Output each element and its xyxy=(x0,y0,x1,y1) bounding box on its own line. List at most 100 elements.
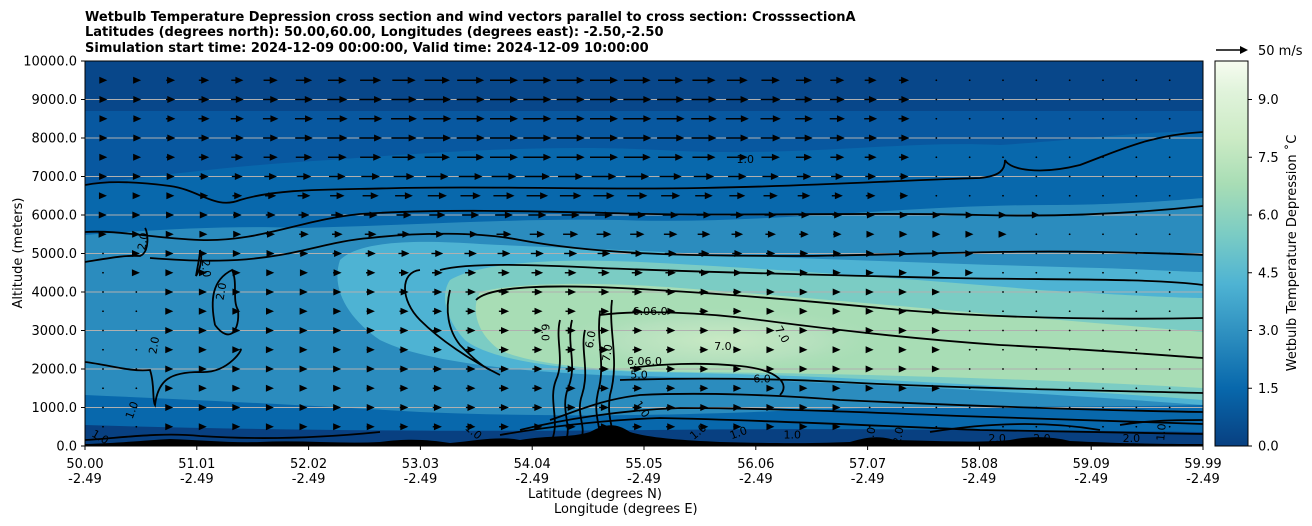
x-tick-label-lat: 54.04 xyxy=(514,457,551,472)
wind-vector xyxy=(266,230,275,238)
wind-vector xyxy=(465,269,477,277)
wind-vector xyxy=(902,425,904,428)
wind-vector xyxy=(366,384,375,392)
x-axis-label-longitude: Longitude (degrees E) xyxy=(554,502,698,517)
x-tick-label-lat: 50.00 xyxy=(66,457,103,472)
wind-vector xyxy=(631,269,643,277)
wind-vector xyxy=(429,211,446,219)
wind-vector xyxy=(763,192,778,200)
wind-vector xyxy=(132,230,141,238)
wind-vector xyxy=(865,288,874,296)
wind-vector xyxy=(359,134,383,142)
wind-vector xyxy=(456,134,485,142)
wind-vector xyxy=(935,98,938,101)
wind-vector xyxy=(832,423,841,431)
contour-label: 1.0 xyxy=(737,153,755,166)
y-axis-label: Altitude (meters) xyxy=(11,198,26,309)
wind-vector xyxy=(899,192,909,200)
wind-vector xyxy=(865,173,877,180)
wind-vector xyxy=(198,404,207,411)
wind-vector xyxy=(333,269,342,277)
wind-vector xyxy=(596,230,612,238)
colorbar-tick-label: 9.0 xyxy=(1258,93,1279,108)
terrain xyxy=(85,425,1203,446)
wind-vector xyxy=(366,404,375,411)
wind-vector xyxy=(1168,252,1171,255)
wind-vector xyxy=(166,134,176,142)
wind-vector xyxy=(556,96,585,103)
wind-vector xyxy=(935,175,938,178)
contour-label: 1.0 xyxy=(89,427,111,447)
wind-vector xyxy=(1168,194,1171,197)
wind-vector xyxy=(699,384,709,392)
colorbar-gradient xyxy=(1214,60,1249,447)
wind-vector xyxy=(198,365,207,373)
contour-line-17 xyxy=(85,431,381,441)
wind-vector xyxy=(199,230,208,238)
wind-vector xyxy=(631,250,644,257)
wind-vector xyxy=(166,153,176,161)
wind-vector xyxy=(561,211,580,219)
title-line-2: Latitudes (degrees north): 50.00,60.00, … xyxy=(85,25,664,40)
colorbar-tick-label: 1.5 xyxy=(1258,382,1279,397)
wind-vector xyxy=(366,423,375,431)
wind-vector xyxy=(1068,137,1071,139)
wind-vector xyxy=(1002,310,1004,313)
wind-vector xyxy=(932,269,941,277)
wind-vector xyxy=(1102,368,1104,370)
x-tick-label-lon: -2.49 xyxy=(68,472,102,487)
wind-vector xyxy=(1102,156,1104,159)
wind-vector xyxy=(661,192,681,200)
wind-vector xyxy=(898,134,910,142)
wind-vector xyxy=(898,307,907,315)
wind-vector xyxy=(299,346,308,354)
wind-vector xyxy=(666,404,676,411)
wind-vector xyxy=(399,327,409,334)
wind-vector xyxy=(166,76,176,84)
wind-vector xyxy=(590,96,618,103)
wind-vector xyxy=(333,365,342,373)
wind-vector xyxy=(556,153,585,161)
wind-vector xyxy=(864,76,877,84)
wind-vector xyxy=(829,96,845,103)
wind-vector xyxy=(865,365,874,373)
contour-label: 1.0 xyxy=(784,428,802,441)
wind-vector xyxy=(266,250,275,257)
wind-vector xyxy=(131,269,140,277)
contour-label: 5.0 xyxy=(630,369,648,382)
wind-vector xyxy=(725,115,749,123)
wind-vector xyxy=(1002,175,1004,178)
wind-vector xyxy=(465,307,476,315)
wind-vector xyxy=(432,365,442,373)
wind-vector xyxy=(1102,310,1104,313)
wind-vector xyxy=(102,368,104,370)
wind-vector xyxy=(499,404,509,411)
wind-vector xyxy=(1002,79,1004,82)
wind-vector xyxy=(133,96,142,103)
wind-vector xyxy=(233,230,242,238)
wind-vector xyxy=(666,384,676,392)
wind-vector xyxy=(265,327,274,334)
wind-vector xyxy=(1135,291,1138,293)
wind-vector xyxy=(623,115,652,123)
wind-vector xyxy=(165,423,174,431)
wind-vector xyxy=(1135,156,1138,159)
wind-vector xyxy=(399,288,409,296)
wind-vector xyxy=(1031,211,1040,219)
wind-vector xyxy=(1135,406,1138,409)
wind-vector xyxy=(133,153,142,161)
wind-vector xyxy=(432,307,443,315)
wind-vector xyxy=(902,406,904,409)
wind-vector xyxy=(232,250,241,257)
wind-vector xyxy=(1102,271,1104,274)
contour-label: 2.0 xyxy=(863,426,879,445)
wind-vector xyxy=(135,406,138,409)
wind-vector xyxy=(1168,310,1171,313)
wind-vector xyxy=(399,365,409,373)
wind-vector xyxy=(1168,214,1171,216)
wind-vector xyxy=(699,288,709,296)
y-tick-label: 4000.0 xyxy=(32,286,78,301)
wind-vector xyxy=(665,288,676,296)
wind-vector xyxy=(898,288,907,296)
y-tick-label: 8000.0 xyxy=(32,132,78,147)
